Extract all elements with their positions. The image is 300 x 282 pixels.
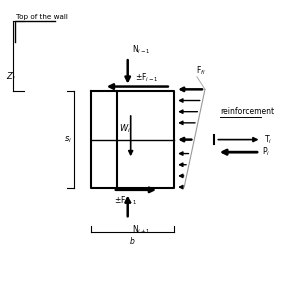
Text: P$_i$: P$_i$ (262, 146, 271, 158)
Text: b: b (130, 237, 135, 246)
Text: Z$_i$: Z$_i$ (6, 70, 16, 83)
Text: T$_i$: T$_i$ (264, 133, 272, 146)
Text: reinforcement: reinforcement (220, 107, 274, 116)
Text: s$_i$: s$_i$ (64, 134, 72, 145)
Text: ±F$_{i-1}$: ±F$_{i-1}$ (135, 71, 159, 84)
Text: N$_{i-1}$: N$_{i-1}$ (132, 43, 151, 56)
Text: F$_{fi}$: F$_{fi}$ (196, 64, 206, 77)
Text: Top of the wall: Top of the wall (16, 14, 68, 19)
Text: ±F$_{i+1}$: ±F$_{i+1}$ (114, 194, 138, 206)
Text: W$_i$: W$_i$ (119, 122, 131, 135)
Text: N$_{i+1}$: N$_{i+1}$ (132, 223, 151, 236)
